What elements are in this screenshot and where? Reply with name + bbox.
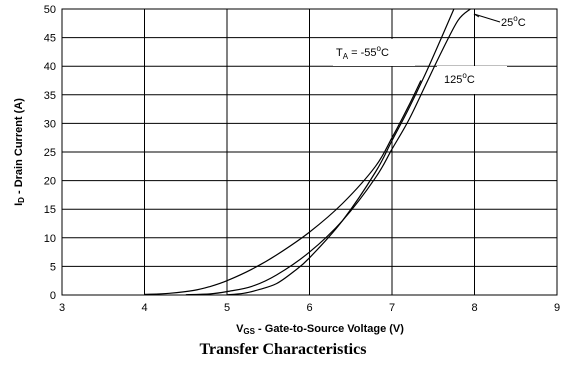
x-tick-label: 5 <box>224 302 230 314</box>
y-axis-label-rest: - Drain Current (A) <box>13 98 25 197</box>
y-tick-label: 15 <box>44 204 56 216</box>
x-tick-label: 9 <box>554 302 560 314</box>
curve-series-0 <box>144 80 422 295</box>
y-tick-label: 10 <box>44 233 56 245</box>
y-tick-label: 5 <box>50 261 56 273</box>
plot-frame <box>61 8 558 296</box>
x-axis-label: VGS - Gate-to-Source Voltage (V) <box>236 323 404 336</box>
y-tick-label: 0 <box>50 290 56 302</box>
x-tick-label: 6 <box>306 302 312 314</box>
y-tick-label: 20 <box>44 176 56 188</box>
x-axis-label-sub: GS <box>243 327 255 336</box>
annotation-leader-25c <box>473 13 501 23</box>
grid <box>62 9 557 295</box>
series-label-2: 125oC <box>444 71 475 86</box>
chart-caption: Transfer Characteristics <box>199 341 367 358</box>
x-axis-label-rest: - Gate-to-Source Voltage (V) <box>255 323 404 335</box>
annotation-box <box>333 39 415 66</box>
series-label-0: TA = -55oC <box>336 44 389 61</box>
y-tick-label: 35 <box>44 90 56 102</box>
curve-series-1 <box>185 8 471 296</box>
x-tick-label: 3 <box>59 302 65 314</box>
x-tick-label: 4 <box>141 302 147 314</box>
annotations: TA = -55oC 25oC 125oC <box>333 12 553 94</box>
y-tick-label: 45 <box>44 33 56 45</box>
curve-series-2 <box>226 8 455 296</box>
y-axis-label-sub: D <box>17 197 26 203</box>
curves <box>144 8 471 296</box>
y-axis-label-main: I <box>13 203 25 206</box>
y-tick-label: 50 <box>44 4 56 16</box>
y-tick-label: 30 <box>44 118 56 130</box>
annotation-leader-25c <box>473 13 480 18</box>
annotation-box <box>437 66 507 94</box>
x-tick-label: 7 <box>389 302 395 314</box>
x-tick-label: 8 <box>471 302 477 314</box>
annotation-box <box>493 12 553 32</box>
series-label-1: 25oC <box>501 14 526 29</box>
x-tick-labels: 3 4 5 6 7 8 9 <box>59 302 560 314</box>
y-tick-labels: 0 5 10 15 20 25 30 35 40 45 50 <box>44 4 56 302</box>
y-tick-label: 40 <box>44 61 56 73</box>
y-tick-label: 25 <box>44 147 56 159</box>
y-axis-label: ID - Drain Current (A) <box>13 98 26 206</box>
x-axis-label-main: V <box>236 323 244 335</box>
